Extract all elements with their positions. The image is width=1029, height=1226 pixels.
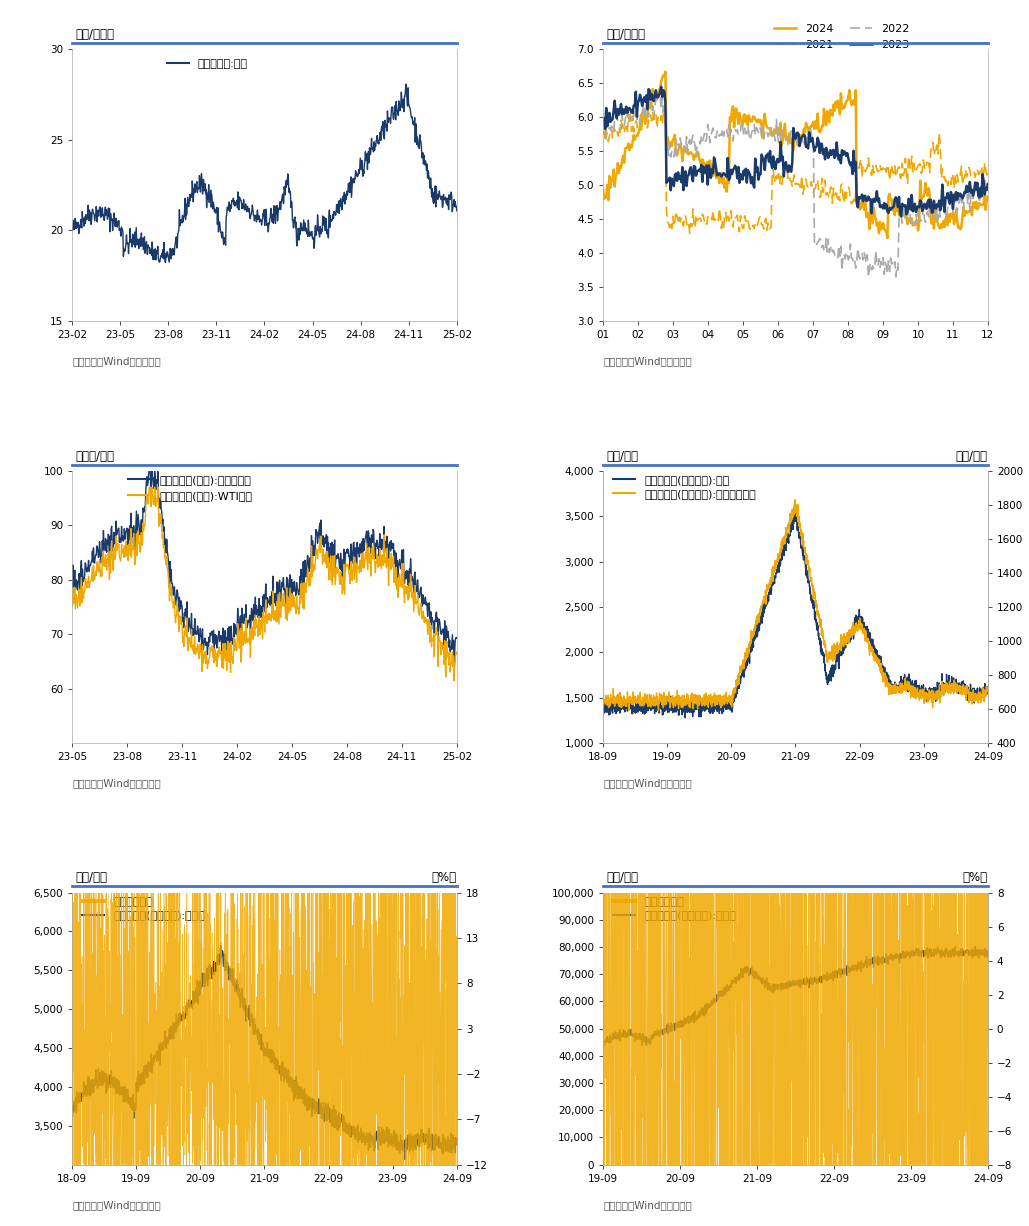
- 期货结算价(连续):布伦特原油: [366, 533, 379, 548]
- Text: 资料来源：Wind，华泰研究: 资料来源：Wind，华泰研究: [72, 779, 161, 788]
- Text: （%）: （%）: [432, 872, 457, 884]
- 期货结算价(连续):WTI原油: [66, 596, 78, 611]
- 期货结算价(连续):布伦特原油: [451, 630, 463, 645]
- 期货结算价(连续):WTI原油: [366, 549, 379, 564]
- 期货结算价(连续):WTI原油: [448, 673, 460, 688]
- Legend: 2024, 2021, 2022, 2023: 2024, 2021, 2022, 2023: [770, 20, 914, 55]
- Text: （元/吨）: （元/吨）: [607, 872, 639, 884]
- 期货结算价(连续):WTI原油: [319, 547, 331, 562]
- 期货结算价(连续):布伦特原油: [448, 655, 460, 669]
- Text: 资料来源：Wind，华泰研究: 资料来源：Wind，华泰研究: [72, 357, 161, 367]
- 期货结算价(连续):布伦特原油: [188, 624, 201, 639]
- Text: （元/吨）: （元/吨）: [607, 450, 639, 462]
- 期货结算价(连续):布伦特原油: [319, 531, 331, 546]
- Text: 资料来源：Wind，华泰研究: 资料来源：Wind，华泰研究: [603, 357, 691, 367]
- Text: （元/吨）: （元/吨）: [956, 450, 988, 462]
- Text: （元/吨）: （元/吨）: [76, 872, 108, 884]
- Legend: 周环比（右）, 期货结算价(活跃合约):螺纹钢: 周环比（右）, 期货结算价(活跃合约):螺纹钢: [77, 893, 210, 924]
- 期货结算价(连续):WTI原油: [414, 608, 426, 623]
- Text: 资料来源：Wind，华泰研究: 资料来源：Wind，华泰研究: [603, 1200, 691, 1210]
- 期货结算价(连续):WTI原油: [188, 638, 201, 652]
- Legend: 期货结算价(连续):布伦特原油, 期货结算价(连续):WTI原油: 期货结算价(连续):布伦特原油, 期货结算价(连续):WTI原油: [123, 471, 257, 505]
- Legend: 周环比（右）, 期货结算价(活跃合约):阴极铜: 周环比（右）, 期货结算价(活跃合约):阴极铜: [608, 893, 741, 924]
- Line: 期货结算价(连续):布伦特原油: 期货结算价(连续):布伦特原油: [72, 471, 457, 662]
- 期货结算价(连续):WTI原油: [161, 549, 173, 564]
- Line: 期货结算价(连续):WTI原油: 期货结算价(连续):WTI原油: [72, 487, 457, 680]
- 期货结算价(连续):布伦特原油: [175, 593, 187, 608]
- Text: 资料来源：Wind，华泰研究: 资料来源：Wind，华泰研究: [603, 779, 691, 788]
- 期货结算价(连续):布伦特原油: [161, 532, 173, 547]
- 期货结算价(连续):布伦特原油: [143, 463, 155, 478]
- 期货结算价(连续):WTI原油: [175, 609, 187, 624]
- Text: （美元/桶）: （美元/桶）: [76, 450, 115, 462]
- 期货结算价(连续):布伦特原油: [66, 575, 78, 590]
- 期货结算价(连续):WTI原油: [143, 479, 155, 494]
- Legend: 期货结算价(活跃合约):焦煤, 期货结算价(活跃合约):动力煤（右）: 期货结算价(活跃合约):焦煤, 期货结算价(活跃合约):动力煤（右）: [608, 471, 760, 503]
- Text: 资料来源：Wind，华泰研究: 资料来源：Wind，华泰研究: [72, 1200, 161, 1210]
- Text: （元/公斤）: （元/公斤）: [607, 28, 646, 40]
- Legend: 平均批发价:猪肉: 平均批发价:猪肉: [163, 55, 252, 74]
- Text: （元/公斤）: （元/公斤）: [76, 28, 115, 40]
- 期货结算价(连续):WTI原油: [451, 646, 463, 661]
- Text: （%）: （%）: [963, 872, 988, 884]
- 期货结算价(连续):布伦特原油: [414, 590, 426, 604]
